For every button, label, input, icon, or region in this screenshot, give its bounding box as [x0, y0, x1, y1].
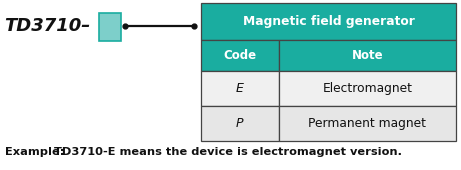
- FancyBboxPatch shape: [278, 106, 456, 141]
- Text: Note: Note: [352, 49, 383, 62]
- Text: Code: Code: [223, 49, 256, 62]
- Text: Magnetic field generator: Magnetic field generator: [242, 15, 414, 28]
- Text: P: P: [236, 117, 243, 130]
- FancyBboxPatch shape: [201, 71, 278, 106]
- Text: Example:: Example:: [5, 147, 64, 157]
- Text: TD3710–: TD3710–: [5, 17, 91, 35]
- Text: E: E: [236, 82, 243, 95]
- Text: Permanent magnet: Permanent magnet: [308, 117, 426, 130]
- FancyBboxPatch shape: [201, 40, 278, 71]
- Text: Electromagnet: Electromagnet: [323, 82, 413, 95]
- FancyBboxPatch shape: [201, 3, 456, 40]
- FancyBboxPatch shape: [278, 40, 456, 71]
- FancyBboxPatch shape: [99, 13, 121, 41]
- FancyBboxPatch shape: [201, 106, 278, 141]
- Text: TD3710-E means the device is electromagnet version.: TD3710-E means the device is electromagn…: [50, 147, 402, 157]
- FancyBboxPatch shape: [278, 71, 456, 106]
